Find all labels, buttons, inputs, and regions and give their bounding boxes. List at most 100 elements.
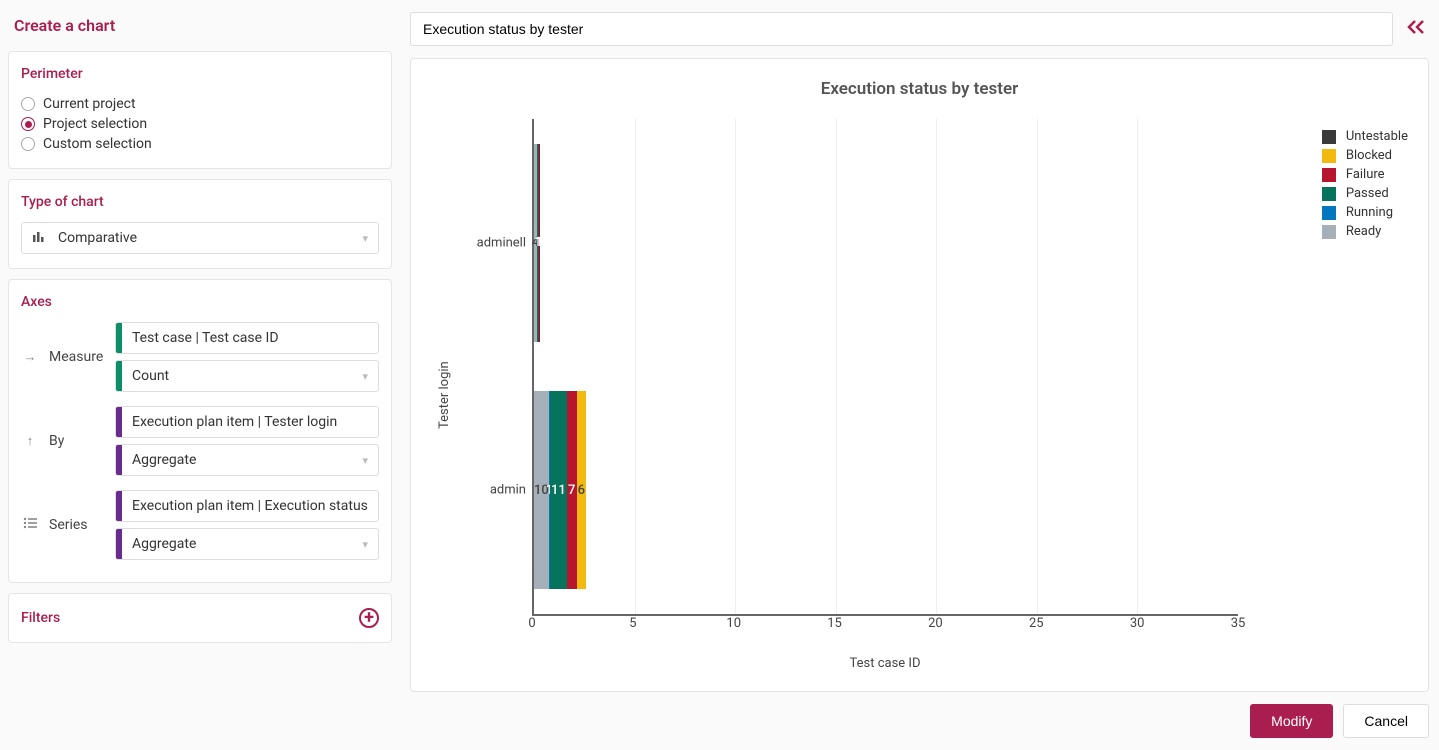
x-tick-label: 0 [528, 616, 535, 631]
by-label: By [49, 433, 105, 449]
legend-swatch [1322, 187, 1336, 201]
measure-field-select[interactable]: Test case | Test case ID [115, 322, 379, 354]
legend-item[interactable]: Failure [1322, 167, 1408, 182]
legend-label: Failure [1346, 167, 1385, 182]
measure-label: Measure [49, 349, 105, 365]
radio-label: Project selection [43, 116, 147, 132]
axes-measure-row: → Measure Test case | Test case ID Count… [21, 322, 379, 392]
gridline [635, 119, 636, 614]
radio-icon [21, 97, 35, 111]
legend-swatch [1322, 206, 1336, 220]
radio-label: Current project [43, 96, 136, 112]
cancel-button[interactable]: Cancel [1343, 704, 1429, 738]
legend-label: Passed [1346, 186, 1389, 201]
series-field-select[interactable]: Execution plan item | Execution status [115, 490, 379, 522]
chart-type-select[interactable]: Comparative ▾ [21, 222, 379, 254]
gridline [836, 119, 837, 614]
modify-button[interactable]: Modify [1250, 704, 1333, 738]
bar-chart-icon [32, 230, 46, 246]
radio-icon [21, 117, 35, 131]
axes-title: Axes [21, 294, 379, 310]
legend-swatch [1322, 149, 1336, 163]
legend-label: Blocked [1346, 148, 1392, 163]
measure-agg-select[interactable]: Count ▾ [115, 360, 379, 392]
perimeter-current-radio[interactable]: Current project [21, 94, 379, 114]
chart-title-input[interactable] [410, 12, 1393, 46]
by-field-select[interactable]: Execution plan item | Tester login [115, 406, 379, 438]
x-tick-label: 35 [1231, 616, 1246, 631]
axes-series-row: Series Execution plan item | Execution s… [21, 490, 379, 560]
bar-segment[interactable]: 11 [550, 391, 566, 589]
legend-item[interactable]: Running [1322, 205, 1408, 220]
y-axis-label: Tester login [431, 119, 452, 671]
by-field-value: Execution plan item | Tester login [122, 407, 378, 437]
y-category-label: adminell [477, 235, 534, 250]
bar-row: 4111adminell [534, 144, 564, 342]
radio-label: Custom selection [43, 136, 152, 152]
axes-section: Axes → Measure Test case | Test case ID … [8, 279, 392, 583]
add-filter-button[interactable]: + [359, 608, 379, 628]
x-tick-label: 5 [629, 616, 636, 631]
legend-item[interactable]: Blocked [1322, 148, 1408, 163]
chart-panel: Execution status by tester Untestable Blo… [400, 0, 1439, 750]
chart-type-value: Comparative [58, 230, 137, 246]
axes-by-row: ↑ By Execution plan item | Tester login … [21, 406, 379, 476]
perimeter-custom-radio[interactable]: Custom selection [21, 134, 379, 154]
chart-heading: Execution status by tester [431, 79, 1408, 99]
chart-body: Tester login 4111adminell1011176admin 05… [431, 119, 1408, 671]
bar-segment[interactable]: 1 [539, 144, 540, 342]
filters-title: Filters [21, 610, 60, 626]
by-agg-select[interactable]: Aggregate ▾ [115, 444, 379, 476]
legend-label: Ready [1346, 224, 1381, 239]
measure-field-value: Test case | Test case ID [122, 323, 378, 353]
filters-section: Filters + [8, 593, 392, 643]
arrow-up-icon: ↑ [21, 433, 39, 449]
legend-swatch [1322, 168, 1336, 182]
legend-item[interactable]: Ready [1322, 224, 1408, 239]
chart-type-section: Type of chart Comparative ▾ [8, 179, 392, 269]
chevron-down-icon: ▾ [362, 538, 378, 551]
config-panel: Create a chart Perimeter Current project… [0, 0, 400, 750]
bar-segment[interactable]: 6 [577, 391, 586, 589]
series-field-value: Execution plan item | Execution status [122, 491, 378, 521]
chart-card: Execution status by tester Untestable Blo… [410, 58, 1429, 692]
perimeter-section: Perimeter Current project Project select… [8, 51, 392, 169]
bar-segment[interactable]: 7 [567, 391, 577, 589]
legend-item[interactable]: Untestable [1322, 129, 1408, 144]
series-label: Series [49, 517, 105, 533]
page-title: Create a chart [8, 12, 392, 41]
x-tick-label: 25 [1029, 616, 1044, 631]
legend-swatch [1322, 130, 1336, 144]
x-tick-label: 10 [726, 616, 741, 631]
series-agg-select[interactable]: Aggregate ▾ [115, 528, 379, 560]
x-axis-ticks: 05101520253035 [532, 616, 1238, 636]
gridline [735, 119, 736, 614]
list-icon [21, 517, 39, 533]
gridline [1037, 119, 1038, 614]
chart-type-title: Type of chart [21, 194, 379, 210]
x-tick-label: 30 [1130, 616, 1145, 631]
measure-agg-value: Count [122, 361, 362, 391]
legend-item[interactable]: Passed [1322, 186, 1408, 201]
collapse-panel-button[interactable] [1403, 15, 1429, 44]
gridline [936, 119, 937, 614]
chevron-down-icon: ▾ [362, 370, 378, 383]
gridline [1137, 119, 1138, 614]
chart-plot: 4111adminell 1011176admin [532, 119, 1238, 616]
x-axis-label: Test case ID [532, 656, 1238, 671]
legend-swatch [1322, 225, 1336, 239]
x-tick-label: 20 [928, 616, 943, 631]
series-agg-value: Aggregate [122, 529, 362, 559]
perimeter-title: Perimeter [21, 66, 379, 82]
chevron-down-icon: ▾ [362, 454, 378, 467]
legend-label: Untestable [1346, 129, 1408, 144]
perimeter-selection-radio[interactable]: Project selection [21, 114, 379, 134]
arrow-right-icon: → [21, 349, 39, 365]
chevron-down-icon: ▾ [362, 232, 368, 245]
bar-row: 1011176admin [534, 391, 586, 589]
by-agg-value: Aggregate [122, 445, 362, 475]
radio-icon [21, 137, 35, 151]
footer-buttons: Modify Cancel [410, 704, 1429, 738]
x-tick-label: 15 [827, 616, 842, 631]
y-category-label: admin [490, 483, 534, 498]
